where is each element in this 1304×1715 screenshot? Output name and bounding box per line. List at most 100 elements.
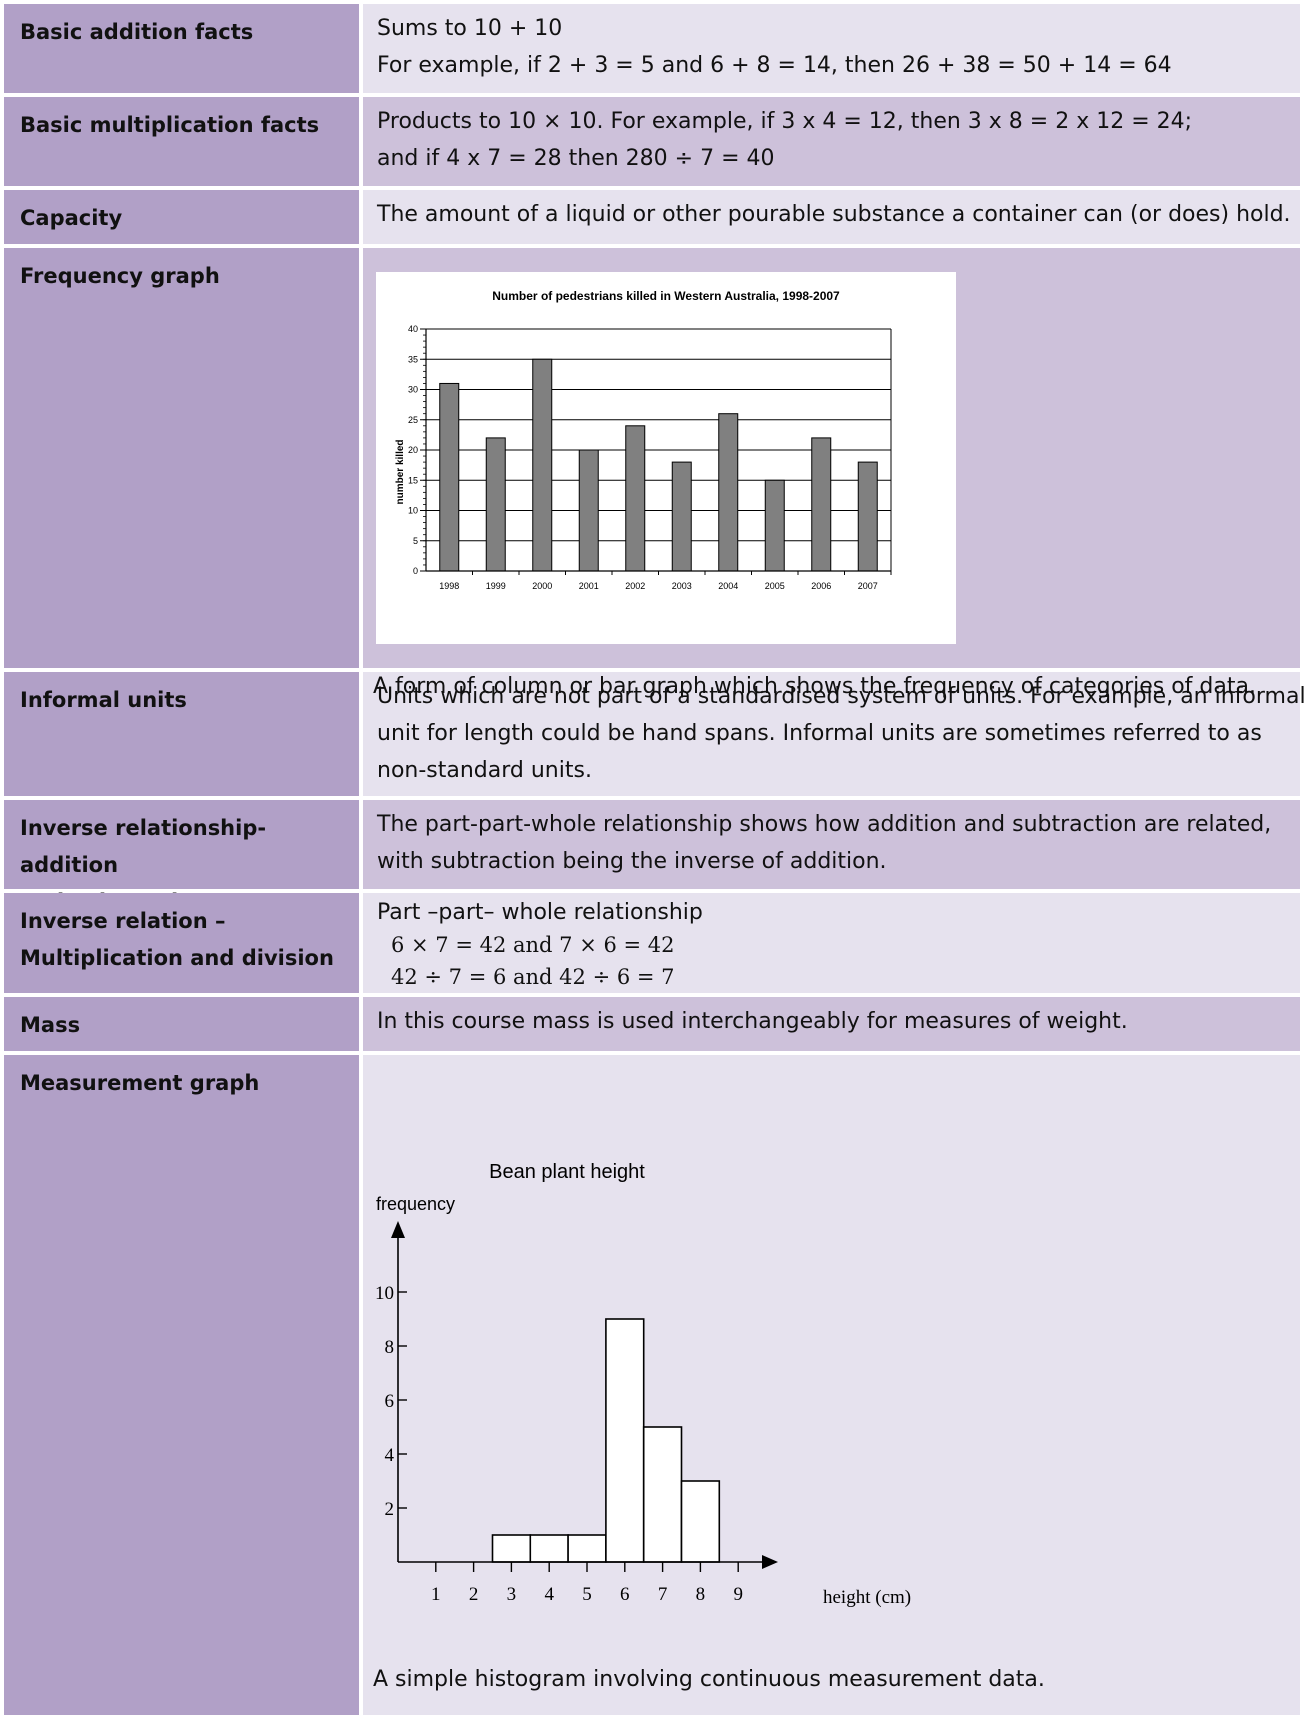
bar-2000 (532, 358, 553, 572)
x-tick-label: 2007 (858, 581, 878, 591)
math-equation-line: 6 × 7 = 42 and 7 × 6 = 42 (391, 933, 675, 957)
term-cell: Inverse relation – Multiplication and di… (4, 893, 359, 993)
bar-2006 (811, 437, 832, 572)
term-cell: Frequency graph (4, 248, 359, 668)
definition-line: Sums to 10 + 10 (377, 16, 563, 41)
term-label: Basic addition facts (20, 20, 254, 44)
chart-axes (420, 328, 892, 575)
histogram-bar-5 (567, 1534, 607, 1563)
histogram-x-tick-label: 2 (469, 1584, 479, 1605)
x-tick-label: 1999 (486, 581, 506, 591)
definition-cell: Sums to 10 + 10 For example, if 2 + 3 = … (363, 4, 1300, 93)
term-cell: Informal units (4, 672, 359, 796)
term-label: Multiplication and division (20, 946, 334, 970)
bar-2007 (857, 461, 878, 572)
bar-2005 (764, 479, 785, 572)
x-tick-label: 2006 (811, 581, 831, 591)
term-label: Measurement graph (20, 1071, 260, 1095)
y-arrow-icon (391, 1221, 405, 1238)
term-label: Basic multiplication facts (20, 113, 320, 137)
definition-line: The part-part-whole relationship shows h… (377, 812, 1272, 837)
frequency-bar-chart: Number of pedestrians killed in Western … (376, 272, 956, 644)
term-label: Mass (20, 1013, 81, 1037)
definition-cell: In this course mass is used interchangea… (363, 997, 1300, 1051)
term-label: Inverse relation – (20, 909, 226, 933)
glossary-row-inverse-multiplication-division: Inverse relation – Multiplication and di… (4, 893, 1300, 993)
term-label: Frequency graph (20, 264, 220, 288)
histogram-y-tick-label: 2 (385, 1499, 395, 1520)
definition-line: unit for length could be hand spans. Inf… (377, 721, 1262, 746)
histogram-bar-3 (491, 1534, 532, 1563)
definition-line: with subtraction being the inverse of ad… (377, 849, 887, 874)
y-tick-label: 35 (408, 354, 418, 364)
histogram-y-tick-labels: 2 4 6 8 10 (375, 1283, 395, 1520)
definition-line: non-standard units. (377, 758, 592, 783)
histogram-x-tick-label: 1 (431, 1584, 441, 1605)
glossary-row-informal-units: Informal units Units which are not part … (4, 672, 1304, 796)
histogram-x-tick-label: 4 (544, 1584, 554, 1605)
histogram-x-tick-label: 6 (620, 1584, 630, 1605)
math-equation-line: 42 ÷ 7 = 6 and 42 ÷ 6 = 7 (391, 965, 675, 989)
definition-line: and if 4 x 7 = 28 then 280 ÷ 7 = 40 (377, 146, 775, 171)
bar-2004 (718, 413, 739, 572)
glossary-row-capacity: Capacity The amount of a liquid or other… (4, 190, 1300, 244)
x-tick-label: 2000 (532, 581, 552, 591)
term-cell: Capacity (4, 190, 359, 244)
y-tick-label: 0 (413, 566, 418, 576)
definition-cell: Products to 10 × 10. For example, if 3 x… (363, 97, 1300, 186)
glossary-row-measurement-graph: Measurement graph (4, 1055, 1300, 1715)
definition-line: Products to 10 × 10. For example, if 3 x… (377, 109, 1193, 134)
histogram-bars (491, 1318, 721, 1563)
histogram-y-tick-label: 6 (385, 1391, 395, 1412)
y-tick-label: 15 (408, 475, 418, 485)
definition-line: In this course mass is used interchangea… (377, 1009, 1128, 1034)
y-tick-label: 5 (413, 536, 418, 546)
histogram-x-tick-label: 3 (507, 1584, 517, 1605)
x-tick-label: 2003 (672, 581, 692, 591)
definition-line: Part –part– whole relationship (377, 900, 703, 925)
term-cell: Basic multiplication facts (4, 97, 359, 186)
x-tick-label: 1998 (439, 581, 459, 591)
definition-cell: The amount of a liquid or other pourable… (363, 190, 1300, 244)
x-tick-label: 2005 (765, 581, 785, 591)
bar-2001 (578, 449, 599, 572)
y-axis-label: number killed (395, 439, 406, 504)
histogram-x-tick-label: 8 (696, 1584, 706, 1605)
x-tick-label: 2001 (579, 581, 599, 591)
x-arrow-icon (762, 1555, 778, 1569)
x-tick-label: 2002 (625, 581, 645, 591)
histogram-axes (391, 1221, 778, 1572)
histogram-bar-8 (680, 1480, 721, 1563)
term-label: Inverse relationship- addition (20, 816, 267, 877)
histogram-x-tick-label: 5 (582, 1584, 592, 1605)
histogram-y-tick-label: 10 (375, 1283, 394, 1304)
measurement-graph-caption: A simple histogram involving continuous … (373, 1667, 1045, 1692)
term-cell: Measurement graph (4, 1055, 359, 1715)
y-tick-label: 40 (408, 324, 418, 334)
chart-title: Number of pedestrians killed in Western … (492, 289, 840, 303)
definition-line: Units which are not part of a standardis… (377, 684, 1304, 709)
definition-cell (363, 1055, 1300, 1715)
y-tick-label: 20 (408, 445, 418, 455)
term-label: Capacity (20, 206, 123, 230)
y-tick-labels: 0 5 10 15 20 25 30 35 40 (408, 324, 418, 576)
glossary-row-basic-addition-facts: Basic addition facts Sums to 10 + 10 For… (4, 4, 1300, 93)
histogram-bar-7 (642, 1426, 683, 1563)
bar-1998 (439, 382, 460, 572)
x-tick-labels: 1998 1999 2000 2001 2002 2003 2004 2005 2006 2007 (439, 581, 878, 591)
histogram-bar-6 (605, 1318, 645, 1563)
bar-2003 (671, 461, 692, 572)
chart-bars (439, 358, 878, 572)
bar-2002 (625, 425, 646, 572)
histogram-y-tick-label: 8 (385, 1337, 395, 1358)
bar-1999 (485, 437, 506, 572)
y-tick-label: 25 (408, 415, 418, 425)
glossary-row-basic-multiplication-facts: Basic multiplication facts Products to 1… (4, 97, 1300, 186)
histogram-x-tick-labels: 1 2 3 4 5 6 7 8 9 (431, 1584, 743, 1605)
term-label: Informal units (20, 688, 187, 712)
definition-line: For example, if 2 + 3 = 5 and 6 + 8 = 14… (377, 53, 1172, 78)
definition-line: The amount of a liquid or other pourable… (377, 202, 1291, 227)
definition-cell: The part-part-whole relationship shows h… (363, 800, 1300, 889)
